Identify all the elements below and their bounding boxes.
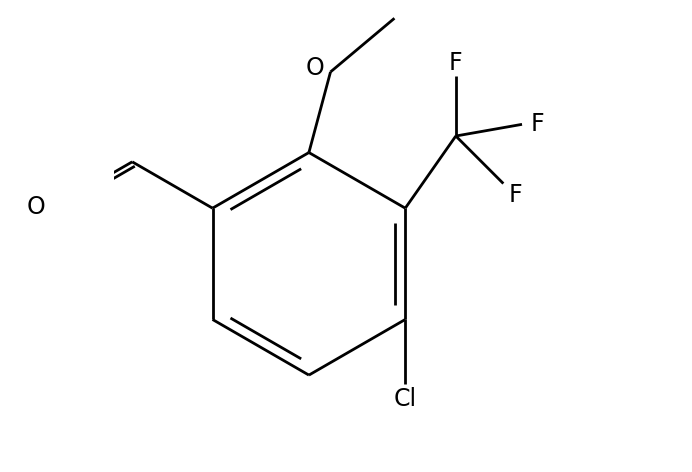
Text: O: O bbox=[27, 195, 46, 219]
Text: Cl: Cl bbox=[394, 387, 417, 411]
Text: F: F bbox=[449, 51, 463, 75]
Text: O: O bbox=[306, 56, 325, 80]
Text: F: F bbox=[508, 183, 522, 207]
Text: F: F bbox=[531, 112, 544, 136]
